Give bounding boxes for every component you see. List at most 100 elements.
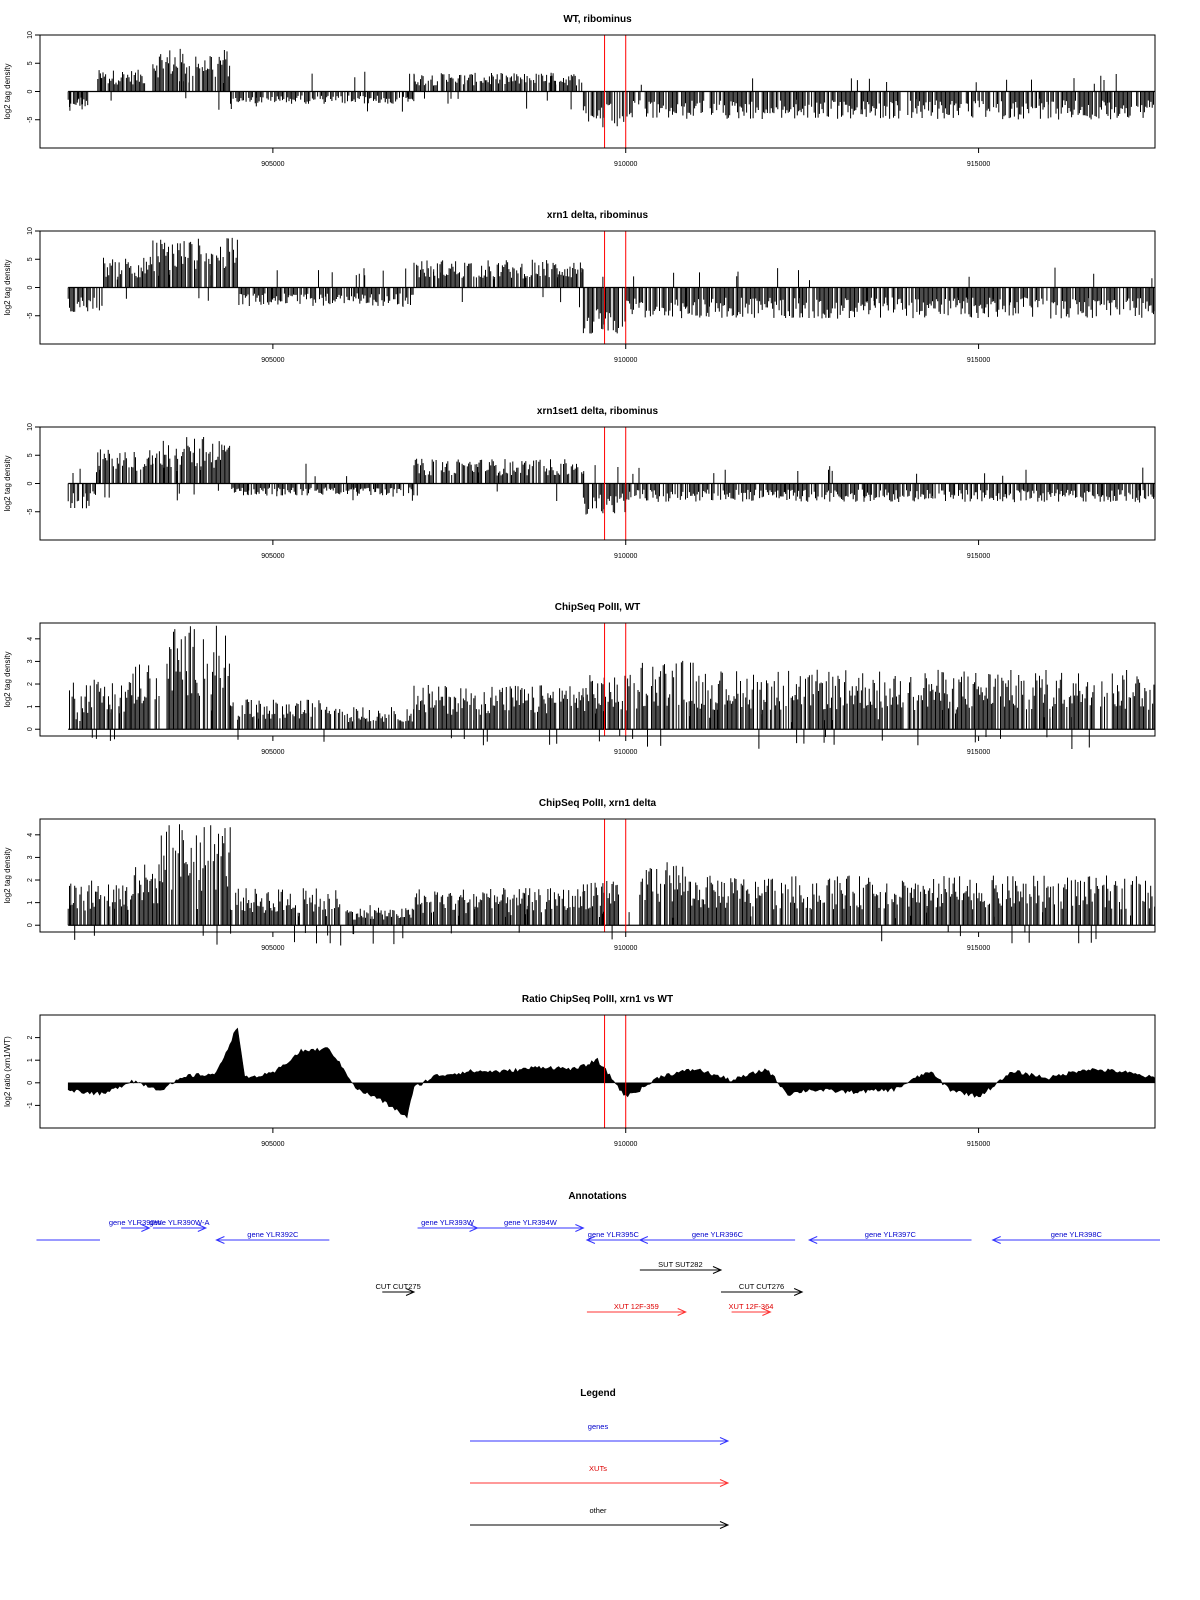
arrow-left-icon bbox=[638, 1236, 649, 1244]
legend-item: other bbox=[470, 1506, 730, 1529]
y-tick-label: 0 bbox=[27, 89, 34, 93]
data-series bbox=[67, 824, 1156, 946]
y-tick-label: 0 bbox=[27, 481, 34, 485]
data-series bbox=[67, 237, 1156, 334]
arrow-left-icon bbox=[585, 1236, 596, 1244]
y-tick-label: -5 bbox=[27, 313, 34, 319]
feature-label: gene YLR394W bbox=[504, 1218, 558, 1227]
feature-label: XUT 12F-364 bbox=[729, 1302, 774, 1311]
y-tick-label: -5 bbox=[27, 509, 34, 515]
signal-bars bbox=[67, 824, 1156, 946]
y-axis: -5 0 5 10 log2 tag density bbox=[3, 31, 40, 123]
x-tick-label: 910000 bbox=[614, 1141, 637, 1148]
chart-panel-5: ChipSeq PolII, xrn1 delta 0 1 2 3 4 log2 tag d… bbox=[3, 798, 1156, 952]
annotation-feature: gene YLR396C bbox=[638, 1230, 796, 1244]
feature-label: gene YLR396C bbox=[692, 1230, 744, 1239]
x-axis: 905000 910000 915000 bbox=[261, 344, 990, 364]
y-tick-label: 0 bbox=[27, 727, 34, 731]
x-tick-label: 905000 bbox=[261, 749, 284, 756]
chart-panel-1: WT, ribominus -5 0 5 10 log2 tag density 90500… bbox=[3, 14, 1156, 168]
y-axis: -1 0 1 2 log2 ratio (xrn1/WT) bbox=[3, 1036, 40, 1109]
x-tick-label: 905000 bbox=[261, 357, 284, 364]
feature-label: SUT SUT282 bbox=[658, 1260, 702, 1269]
y-tick-label: 0 bbox=[27, 1081, 34, 1085]
plot-frame bbox=[39, 622, 1156, 737]
y-axis-label: log2 tag density bbox=[3, 259, 12, 315]
arrow-left-icon bbox=[991, 1236, 1001, 1244]
annotation-feature: gene YLR390W-A bbox=[149, 1218, 209, 1232]
chart-title: xrn1set1 delta, ribominus bbox=[537, 406, 659, 417]
arrow-right-icon bbox=[405, 1288, 416, 1296]
annotations-title: Annotations bbox=[568, 1191, 627, 1202]
x-axis: 905000 910000 915000 bbox=[261, 1128, 990, 1148]
legend-item: XUTs bbox=[470, 1464, 730, 1487]
legend-label: genes bbox=[588, 1422, 609, 1431]
y-axis-label: log2 tag density bbox=[3, 847, 12, 903]
arrow-right-icon bbox=[197, 1224, 208, 1232]
chart-title: ChipSeq PolII, WT bbox=[555, 602, 641, 613]
x-tick-label: 910000 bbox=[614, 749, 637, 756]
annotation-feature: gene YLR390W bbox=[109, 1218, 163, 1232]
y-tick-label: 4 bbox=[27, 833, 34, 837]
legend-label: XUTs bbox=[589, 1464, 607, 1473]
annotation-feature: gene YLR398C bbox=[991, 1230, 1160, 1244]
y-axis-label: log2 tag density bbox=[3, 63, 12, 119]
x-tick-label: 910000 bbox=[614, 357, 637, 364]
y-tick-label: 10 bbox=[27, 423, 34, 431]
annotation-feature: CUT CUT276 bbox=[720, 1282, 804, 1296]
y-tick-label: 0 bbox=[27, 285, 34, 289]
annotation-feature: gene YLR393W bbox=[417, 1218, 479, 1232]
arrow-left-icon bbox=[215, 1236, 225, 1244]
arrow-right-icon bbox=[762, 1308, 772, 1316]
y-axis: -5 0 5 10 log2 tag density bbox=[3, 227, 40, 319]
legend-item: genes bbox=[470, 1422, 730, 1445]
chart-title: xrn1 delta, ribominus bbox=[547, 210, 649, 221]
arrow-right-icon bbox=[677, 1308, 687, 1316]
x-axis: 905000 910000 915000 bbox=[261, 736, 990, 756]
arrow-right-icon bbox=[575, 1224, 585, 1232]
arrow-right-icon bbox=[793, 1288, 804, 1296]
arrow-left-icon bbox=[807, 1236, 818, 1244]
y-tick-label: 10 bbox=[27, 227, 34, 235]
feature-label: gene YLR390W bbox=[109, 1218, 163, 1227]
feature-label: gene YLR397C bbox=[865, 1230, 917, 1239]
x-tick-label: 915000 bbox=[967, 357, 990, 364]
feature-label: CUT CUT275 bbox=[375, 1282, 420, 1291]
y-tick-label: 1 bbox=[27, 901, 34, 905]
x-axis: 905000 910000 915000 bbox=[261, 932, 990, 952]
x-tick-label: 915000 bbox=[967, 161, 990, 168]
y-axis-label: log2 tag density bbox=[3, 455, 12, 511]
feature-label: gene YLR390W-A bbox=[149, 1218, 209, 1227]
legend-panel: Legend genes XUTs other bbox=[470, 1388, 730, 1529]
y-tick-label: 0 bbox=[27, 923, 34, 927]
x-tick-label: 910000 bbox=[614, 161, 637, 168]
x-tick-label: 905000 bbox=[261, 945, 284, 952]
feature-label: gene YLR393W bbox=[421, 1218, 475, 1227]
arrow-right-icon bbox=[719, 1437, 730, 1445]
annotation-feature: gene YLR392C bbox=[215, 1230, 330, 1244]
chart-panel-4: ChipSeq PolII, WT 0 1 2 3 4 log2 tag density 90… bbox=[3, 602, 1156, 756]
signal-bars bbox=[69, 625, 1155, 749]
data-series bbox=[67, 437, 1156, 515]
x-tick-label: 915000 bbox=[967, 945, 990, 952]
ratio-area bbox=[67, 1027, 1156, 1119]
feature-label: XUT 12F-359 bbox=[614, 1302, 659, 1311]
signal-bars bbox=[67, 437, 1156, 515]
legend-label: other bbox=[589, 1506, 607, 1515]
x-tick-label: 910000 bbox=[614, 945, 637, 952]
annotation-feature: CUT CUT275 bbox=[375, 1282, 421, 1296]
chart-panel-3: xrn1set1 delta, ribominus -5 0 5 10 log2 tag … bbox=[3, 406, 1156, 560]
x-axis: 905000 910000 915000 bbox=[261, 540, 990, 560]
y-tick-label: 2 bbox=[27, 878, 34, 882]
y-tick-label: 3 bbox=[27, 659, 34, 663]
x-tick-label: 905000 bbox=[261, 161, 284, 168]
y-tick-label: 1 bbox=[27, 705, 34, 709]
signal-bars bbox=[67, 48, 1154, 128]
feature-label: gene YLR395C bbox=[588, 1230, 640, 1239]
y-tick-label: -1 bbox=[27, 1102, 34, 1108]
legend-title: Legend bbox=[580, 1388, 616, 1399]
y-tick-label: 1 bbox=[27, 1058, 34, 1062]
x-tick-label: 905000 bbox=[261, 553, 284, 560]
